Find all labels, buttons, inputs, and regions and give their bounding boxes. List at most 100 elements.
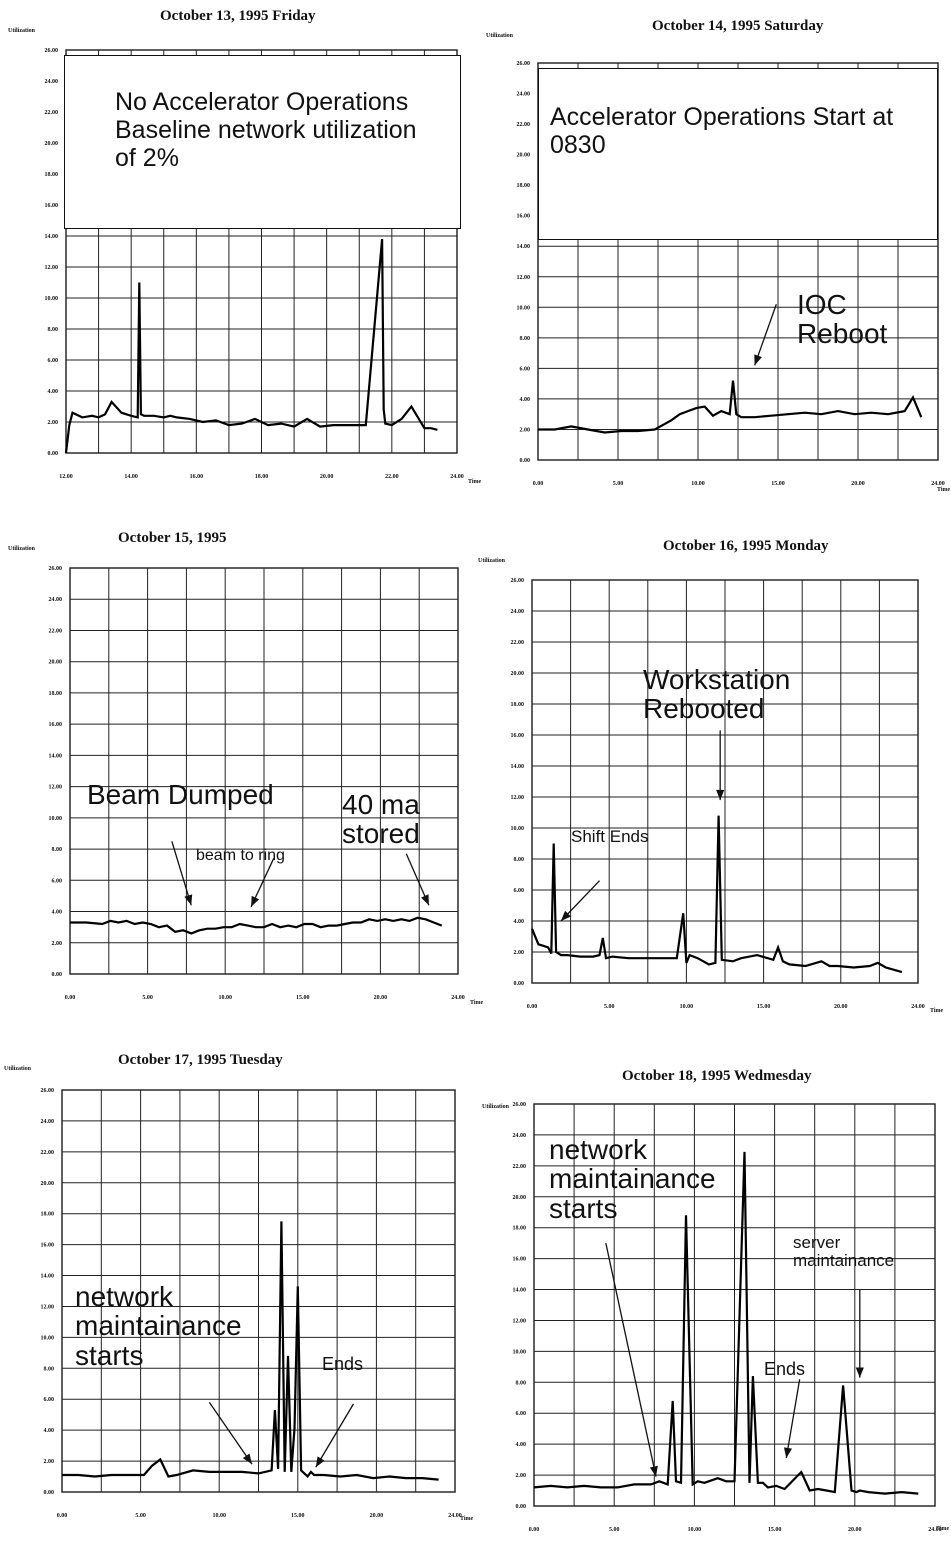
y-tick-label: 14.00 xyxy=(513,1288,527,1294)
y-tick-label: 26.00 xyxy=(513,1102,527,1108)
x-tick-label: 5.00 xyxy=(142,995,153,1001)
x-tick-label: 5.00 xyxy=(613,481,624,487)
y-tick-label: 12.00 xyxy=(49,785,63,791)
annotation-box xyxy=(538,68,938,240)
annotation-arrow xyxy=(785,1379,801,1459)
arrow-head xyxy=(560,910,571,921)
y-axis-label: Utilization xyxy=(8,546,35,552)
y-tick-label: 16.00 xyxy=(517,214,531,220)
y-tick-label: 16.00 xyxy=(513,1257,527,1263)
x-tick-label: 18.00 xyxy=(255,474,269,480)
y-tick-label: 16.00 xyxy=(49,722,63,728)
x-tick-label: 24.00 xyxy=(931,481,945,487)
annotation-arrow xyxy=(315,1403,355,1468)
y-tick-label: 10.00 xyxy=(45,296,59,302)
arrow-head xyxy=(855,1367,864,1378)
y-tick-label: 6.00 xyxy=(44,1397,55,1403)
annotation-arrow xyxy=(605,1243,657,1477)
arrow-head xyxy=(242,1453,252,1465)
y-tick-label: 8.00 xyxy=(520,336,531,342)
y-tick-label: 24.00 xyxy=(41,1119,55,1125)
y-tick-label: 20.00 xyxy=(511,671,525,677)
y-tick-label: 12.00 xyxy=(513,1318,527,1324)
y-tick-label: 24.00 xyxy=(517,92,531,98)
annotation-network-maintainance: network maintainance starts xyxy=(549,1134,716,1224)
arrow-head xyxy=(649,1465,658,1477)
y-tick-label: 22.00 xyxy=(49,628,63,634)
x-tick-label: 15.00 xyxy=(296,995,310,1001)
series-line xyxy=(538,380,923,434)
y-tick-label: 0.00 xyxy=(516,1504,527,1510)
x-tick-label: 22.00 xyxy=(385,474,399,480)
y-tick-label: 12.00 xyxy=(41,1304,55,1310)
y-tick-label: 22.00 xyxy=(517,122,531,128)
y-tick-label: 26.00 xyxy=(517,61,531,67)
y-tick-label: 6.00 xyxy=(48,358,59,364)
y-tick-label: 14.00 xyxy=(511,764,525,770)
annotation-workstation-rebooted: Workstation Rebooted xyxy=(643,664,791,725)
x-tick-label: 15.00 xyxy=(771,481,785,487)
y-axis-label: Utilization xyxy=(482,1104,509,1110)
y-tick-label: 10.00 xyxy=(511,826,525,832)
x-tick-label: 0.00 xyxy=(529,1527,540,1533)
annotation-operations-start: Accelerator Operations Start at 0830 xyxy=(550,103,894,159)
arrow-head xyxy=(716,789,725,801)
y-tick-label: 10.00 xyxy=(513,1349,527,1355)
y-tick-label: 4.00 xyxy=(514,919,525,925)
x-tick-label: 20.00 xyxy=(851,481,865,487)
arrow-head xyxy=(754,354,762,366)
y-tick-label: 0.00 xyxy=(44,1490,55,1496)
y-tick-label: 20.00 xyxy=(41,1181,55,1187)
y-axis-label: Utilization xyxy=(478,558,505,564)
series-line xyxy=(64,239,438,454)
chart-title: October 18, 1995 Wedmesday xyxy=(622,1068,812,1084)
y-tick-label: 0.00 xyxy=(520,458,531,464)
x-tick-label: 24.00 xyxy=(928,1527,942,1533)
y-tick-label: 18.00 xyxy=(513,1226,527,1232)
annotation-shift-ends: Shift Ends xyxy=(571,827,649,846)
y-tick-label: 10.00 xyxy=(517,305,531,311)
y-tick-label: 8.00 xyxy=(514,857,525,863)
x-axis-label: Time xyxy=(937,487,951,493)
x-axis-label: Time xyxy=(930,1008,944,1014)
x-tick-label: 24.00 xyxy=(450,474,464,480)
annotation-arrow xyxy=(171,841,192,906)
x-tick-label: 0.00 xyxy=(533,481,544,487)
y-tick-label: 6.00 xyxy=(52,878,63,884)
y-axis-label: Utilization xyxy=(4,1066,31,1072)
y-tick-label: 22.00 xyxy=(511,640,525,646)
y-tick-label: 20.00 xyxy=(49,660,63,666)
annotation-ioc-reboot: IOC Reboot xyxy=(797,289,888,350)
annotation-network-maintainance: network maintainance starts xyxy=(75,1281,242,1371)
x-axis-label: Time xyxy=(460,1516,474,1522)
y-tick-label: 26.00 xyxy=(45,48,59,54)
y-tick-label: 14.00 xyxy=(517,244,531,250)
y-tick-label: 6.00 xyxy=(514,888,525,894)
y-tick-label: 0.00 xyxy=(48,451,59,457)
x-tick-label: 24.00 xyxy=(451,995,465,1001)
y-axis-label: Utilization xyxy=(8,28,35,34)
x-tick-label: 15.00 xyxy=(291,1513,305,1519)
x-tick-label: 10.00 xyxy=(688,1527,702,1533)
y-tick-label: 12.00 xyxy=(517,275,531,281)
x-tick-label: 0.00 xyxy=(527,1004,538,1010)
x-tick-label: 10.00 xyxy=(691,481,705,487)
x-tick-label: 20.00 xyxy=(370,1513,384,1519)
y-tick-label: 26.00 xyxy=(511,578,525,584)
x-tick-label: 12.00 xyxy=(59,474,73,480)
y-tick-label: 24.00 xyxy=(45,79,59,85)
y-tick-label: 10.00 xyxy=(49,816,63,822)
y-tick-label: 22.00 xyxy=(41,1150,55,1156)
y-tick-label: 24.00 xyxy=(511,609,525,615)
y-tick-label: 14.00 xyxy=(41,1274,55,1280)
x-tick-label: 5.00 xyxy=(604,1004,615,1010)
x-tick-label: 24.00 xyxy=(448,1513,462,1519)
arrow-head xyxy=(783,1447,793,1459)
y-tick-label: 0.00 xyxy=(514,981,525,987)
x-tick-label: 24.00 xyxy=(911,1004,925,1010)
y-tick-label: 0.00 xyxy=(52,972,63,978)
annotation-beam-dumped: Beam Dumped xyxy=(87,779,274,810)
